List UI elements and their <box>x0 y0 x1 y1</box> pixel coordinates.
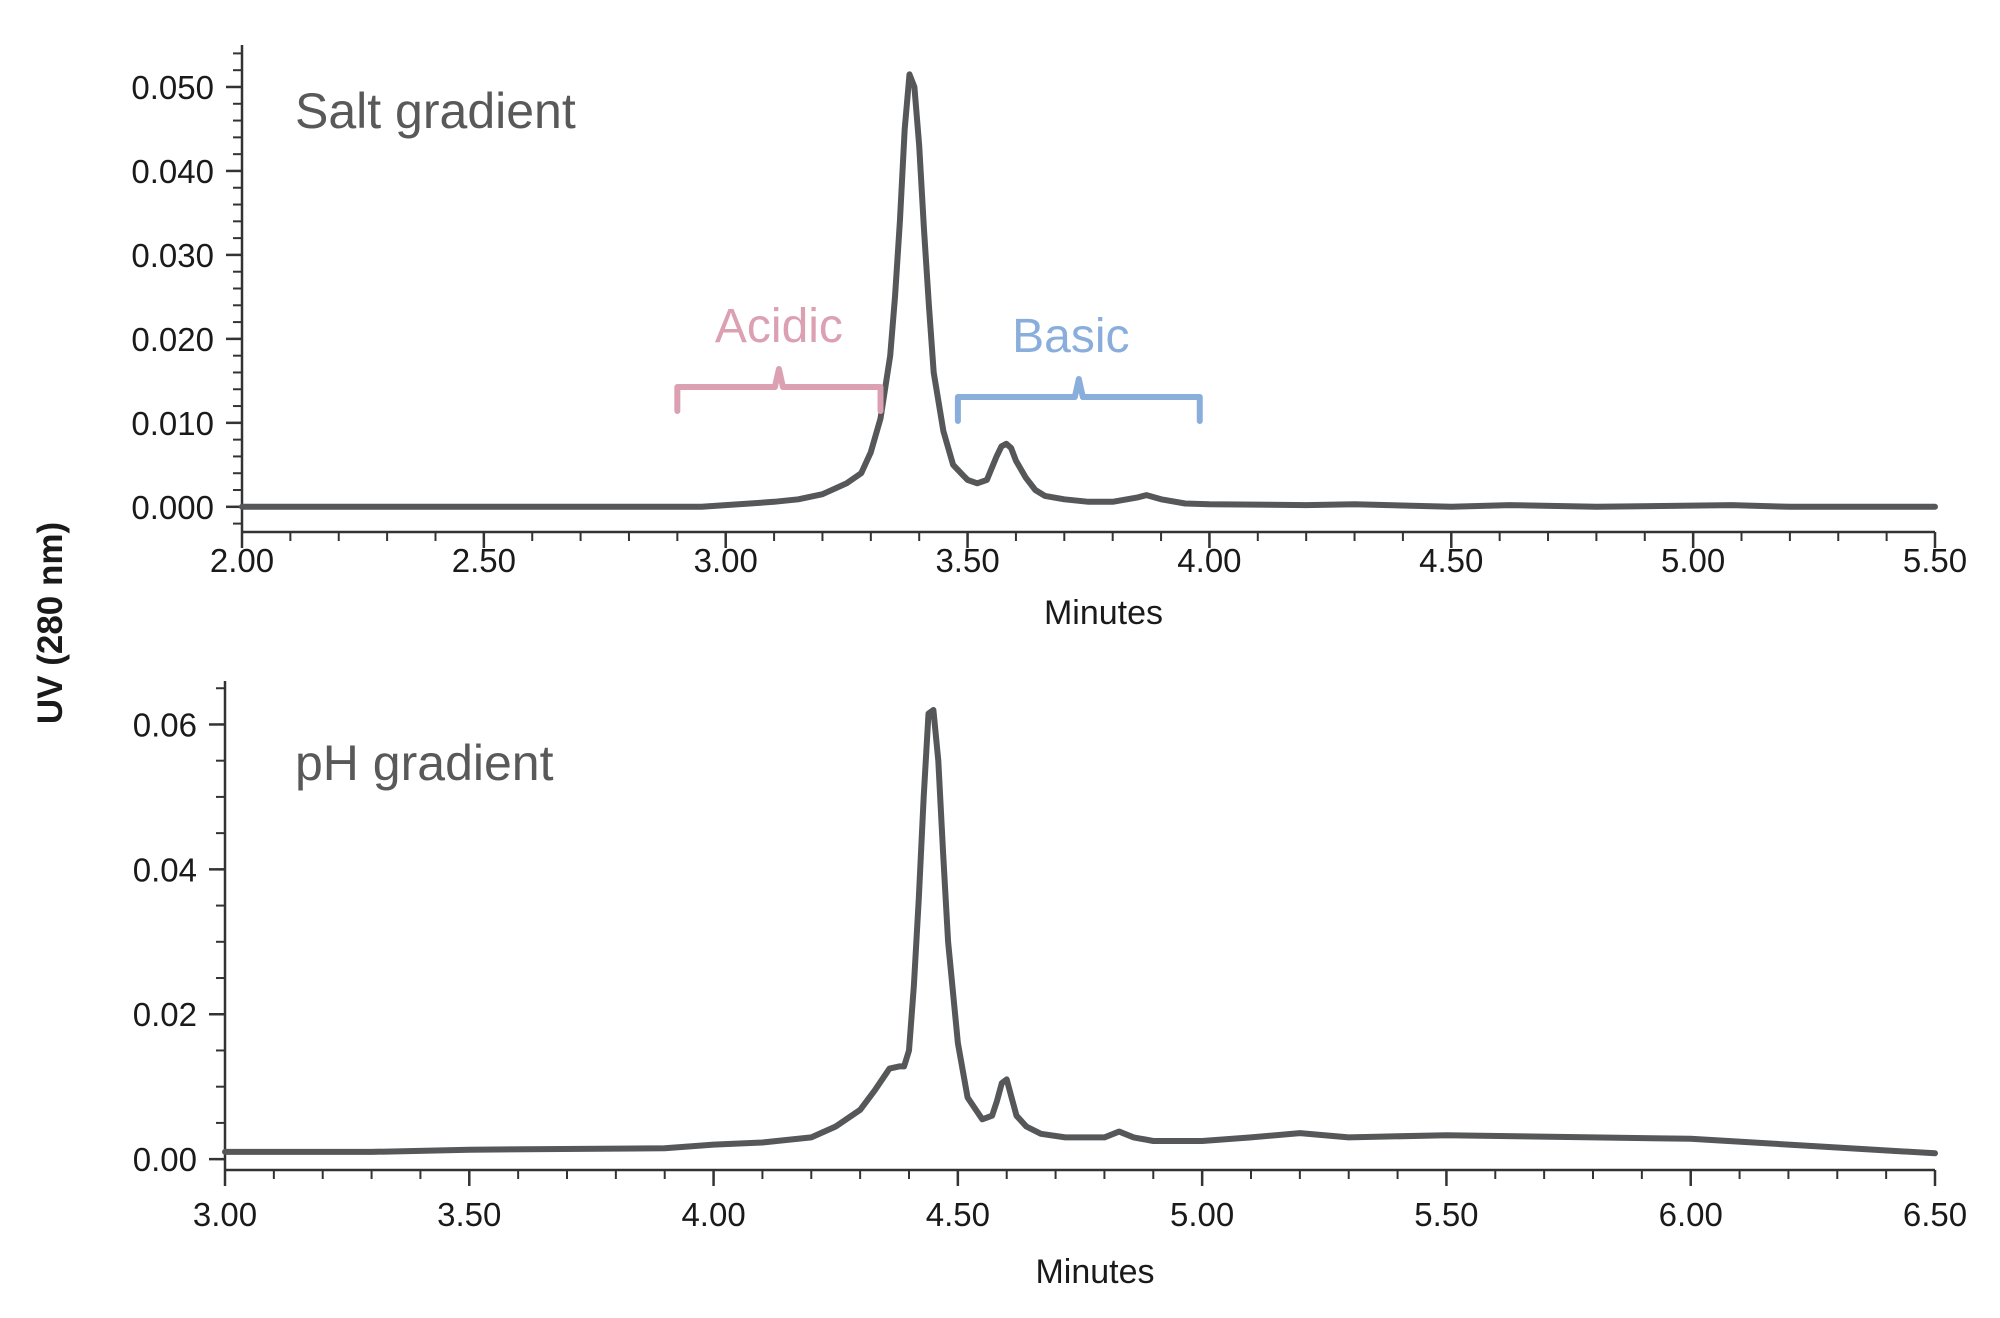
x-axis-title: Minutes <box>1044 594 1163 632</box>
annotation-label-basic: Basic <box>1012 310 1129 363</box>
x-tick-label: 3.50 <box>935 542 999 579</box>
y-tick-label: 0.000 <box>131 489 214 526</box>
x-tick-label: 4.00 <box>681 1196 745 1233</box>
panel-label: pH gradient <box>295 735 554 791</box>
annotation-label-acidic: Acidic <box>715 300 843 353</box>
chromatogram-trace <box>222 707 1938 1157</box>
bracket-basic <box>954 376 1203 424</box>
x-tick-label: 5.50 <box>1903 542 1967 579</box>
x-tick-label: 3.50 <box>437 1196 501 1233</box>
x-tick-label: 6.50 <box>1903 1196 1967 1233</box>
y-tick-label: 0.00 <box>133 1141 197 1178</box>
x-tick-label: 2.00 <box>210 542 274 579</box>
x-tick-label: 6.00 <box>1659 1196 1723 1233</box>
x-tick-label: 4.50 <box>1419 542 1483 579</box>
y-tick-label: 0.04 <box>133 851 197 888</box>
y-tick-label: 0.050 <box>131 69 214 106</box>
x-tick-label: 5.50 <box>1414 1196 1478 1233</box>
y-tick-label: 0.010 <box>131 405 214 442</box>
x-tick-label: 4.00 <box>1177 542 1241 579</box>
chromatogram-trace <box>239 71 1938 510</box>
x-axis-title: Minutes <box>1035 1253 1154 1291</box>
bracket-acidic <box>674 366 884 414</box>
x-tick-label: 3.00 <box>193 1196 257 1233</box>
panel-label: Salt gradient <box>295 83 576 139</box>
y-tick-label: 0.06 <box>133 706 197 743</box>
y-tick-label: 0.02 <box>133 996 197 1033</box>
y-axis-title: UV (280 nm) <box>31 522 70 724</box>
x-tick-label: 5.00 <box>1170 1196 1234 1233</box>
ph-gradient-panel: 3.00 3.50 4.00 4.50 5.00 5.50 6.00 6.50 0.00 0.02… <box>133 681 1967 1291</box>
x-tick-label: 2.50 <box>452 542 516 579</box>
salt-gradient-panel: 2.00 2.50 3.00 3.50 4.00 4.50 5.00 5.50 0.000 0.0… <box>131 45 1967 632</box>
x-tick-label: 5.00 <box>1661 542 1725 579</box>
y-tick-label: 0.040 <box>131 153 214 190</box>
x-tick-label: 3.00 <box>694 542 758 579</box>
x-tick-label: 4.50 <box>926 1196 990 1233</box>
y-tick-label: 0.020 <box>131 321 214 358</box>
y-tick-label: 0.030 <box>131 237 214 274</box>
